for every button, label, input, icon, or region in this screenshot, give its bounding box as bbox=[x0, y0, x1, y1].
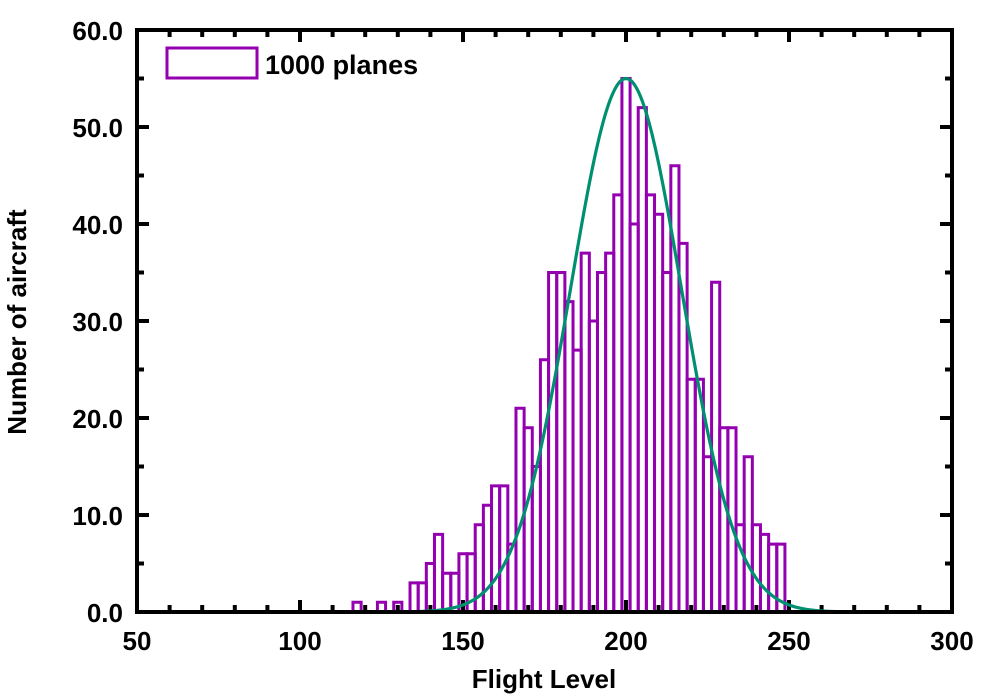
histogram-bar bbox=[775, 542, 787, 612]
y-tick-label: 0.0 bbox=[87, 598, 123, 628]
legend-swatch-1000-planes bbox=[165, 46, 259, 80]
y-tick-label: 60.0 bbox=[72, 16, 123, 46]
histogram-bars bbox=[351, 77, 787, 612]
y-tick-label: 10.0 bbox=[72, 501, 123, 531]
x-axis-title: Flight Level bbox=[472, 664, 616, 694]
legend: 1000 planes bbox=[165, 46, 418, 80]
plot-frame bbox=[135, 28, 954, 614]
y-tick-label: 30.0 bbox=[72, 307, 123, 337]
y-tick-label: 40.0 bbox=[72, 210, 123, 240]
histogram-bar bbox=[351, 600, 363, 612]
x-tick-label: 300 bbox=[930, 626, 973, 656]
histogram-bar bbox=[726, 426, 738, 612]
x-tick-label: 250 bbox=[767, 626, 810, 656]
x-tick-label: 150 bbox=[441, 626, 484, 656]
histogram-bar bbox=[392, 600, 404, 612]
x-tick-label: 200 bbox=[604, 626, 647, 656]
y-tick-label: 20.0 bbox=[72, 404, 123, 434]
x-axis-tick-labels: 50 100 150 200 250 300 bbox=[123, 626, 974, 656]
histogram-bar bbox=[375, 600, 388, 612]
y-tick-label: 50.0 bbox=[72, 113, 123, 143]
legend-label-1000-planes: 1000 planes bbox=[265, 50, 418, 80]
x-tick-label: 50 bbox=[123, 626, 152, 656]
y-axis-tick-labels: 0.0 10.0 20.0 30.0 40.0 50.0 60.0 bbox=[72, 16, 123, 628]
y-axis-title: Number of aircraft bbox=[2, 209, 32, 435]
x-tick-label: 100 bbox=[278, 626, 321, 656]
gaussian-curve-path bbox=[396, 76, 873, 614]
gaussian-fit-curve bbox=[396, 76, 873, 614]
